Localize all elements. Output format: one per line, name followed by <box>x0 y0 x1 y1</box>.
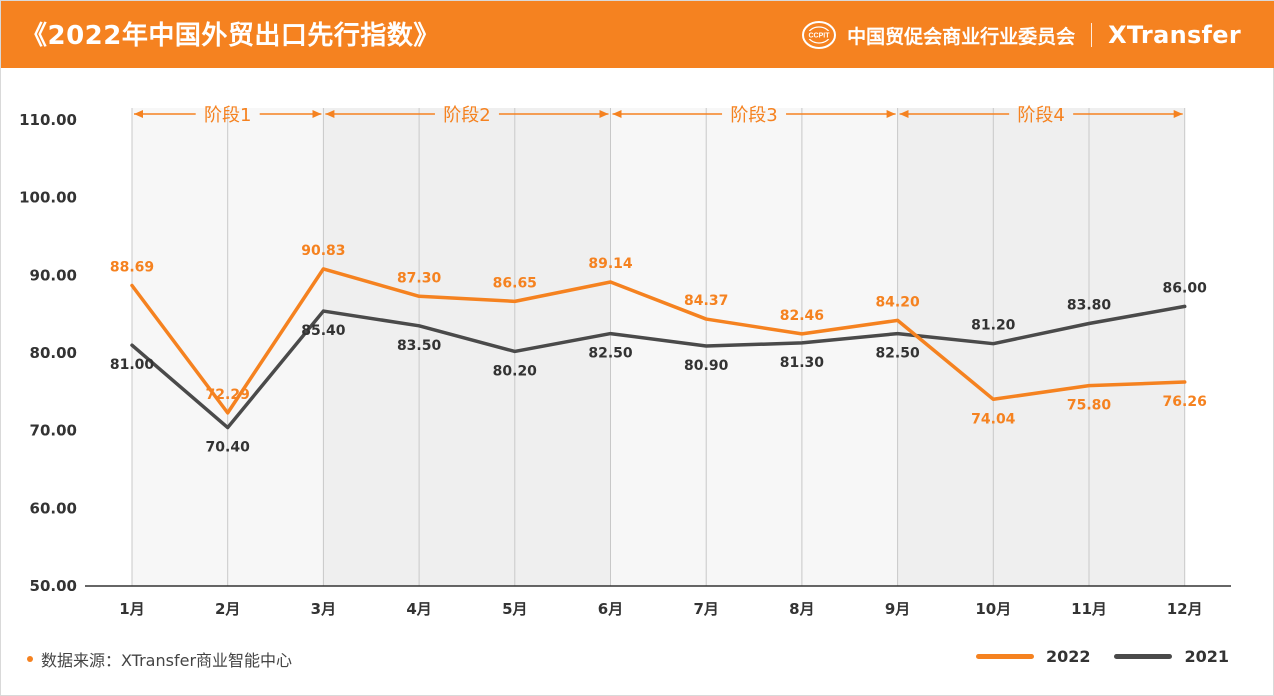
y-tick-label: 90.00 <box>30 266 77 284</box>
data-label-2022: 84.37 <box>684 293 728 309</box>
legend-label-2022: 2022 <box>1045 647 1091 666</box>
brand-divider <box>1091 23 1093 47</box>
phase-band-4 <box>897 108 1185 586</box>
data-label-2021: 81.00 <box>110 357 155 373</box>
y-tick-label: 100.00 <box>19 189 77 207</box>
page-title: 《2022年中国外贸出口先行指数》 <box>21 21 440 51</box>
data-label-2021: 70.40 <box>206 440 251 456</box>
brand-area: CCPIT 中国贸促会商业行业委员会 XTransfer <box>801 19 1241 51</box>
y-tick-label: 80.00 <box>30 344 77 362</box>
data-label-2022: 84.20 <box>875 294 920 310</box>
x-tick-label: 11月 <box>1071 600 1107 618</box>
y-tick-label: 110.00 <box>19 111 77 129</box>
chart-legend: 2022 2021 <box>975 647 1229 666</box>
legend-item-2022: 2022 <box>975 647 1091 666</box>
data-label-2022: 86.65 <box>493 275 537 291</box>
x-tick-label: 10月 <box>975 600 1011 618</box>
bullet-icon <box>27 656 33 662</box>
x-tick-label: 9月 <box>885 600 910 618</box>
x-tick-label: 12月 <box>1167 600 1203 618</box>
legend-label-2021: 2021 <box>1184 647 1229 666</box>
data-label-2021: 81.20 <box>971 318 1016 334</box>
data-label-2022: 89.14 <box>588 256 633 272</box>
series-line-2021 <box>130 304 1187 430</box>
data-label-2021: 82.50 <box>875 346 920 362</box>
x-tick-label: 6月 <box>598 600 623 618</box>
data-label-2022: 76.26 <box>1163 394 1207 410</box>
data-label-2022: 90.83 <box>301 243 345 259</box>
legend-swatch-2021 <box>1114 654 1173 659</box>
data-label-2021: 85.40 <box>301 323 346 339</box>
x-tick-label: 2月 <box>215 600 240 618</box>
xtransfer-brand: XTransfer <box>1108 21 1241 49</box>
data-label-2022: 72.29 <box>206 387 250 403</box>
data-label-2021: 82.50 <box>588 346 633 362</box>
data-label-2021: 86.00 <box>1163 280 1208 296</box>
data-label-2022: 75.80 <box>1067 398 1112 414</box>
y-tick-label: 50.00 <box>30 577 77 595</box>
phase-label-4: 阶段4 <box>1017 105 1064 126</box>
series-line-2022 <box>130 267 1187 415</box>
phase-label-3: 阶段3 <box>730 105 777 126</box>
header-bar: 《2022年中国外贸出口先行指数》 CCPIT 中国贸促会商业行业委员会 XTr… <box>1 1 1274 68</box>
x-tick-label: 3月 <box>311 600 336 618</box>
data-label-2021: 83.80 <box>1067 297 1112 313</box>
data-source: 数据来源：XTransfer商业智能中心 <box>27 647 292 671</box>
data-label-2022: 88.69 <box>110 260 154 276</box>
x-tick-label: 5月 <box>502 600 527 618</box>
legend-item-2021: 2021 <box>1114 647 1229 666</box>
ccpit-logo-icon: CCPIT <box>801 20 837 50</box>
phase-label-2: 阶段2 <box>443 105 490 126</box>
y-tick-label: 60.00 <box>30 499 77 517</box>
data-label-2021: 80.90 <box>684 358 729 374</box>
data-label-2022: 82.46 <box>780 308 824 324</box>
phase-band-2 <box>323 108 611 586</box>
line-chart: 50.00 60.00 70.00 80.00 90.00 100.00 110.00 1月 2… <box>19 105 1231 618</box>
svg-text:CCPIT: CCPIT <box>809 33 831 40</box>
data-label-2022: 87.30 <box>397 270 442 286</box>
x-tick-label: 8月 <box>789 600 814 618</box>
y-tick-label: 70.00 <box>30 422 77 440</box>
data-source-text: 数据来源：XTransfer商业智能中心 <box>41 651 293 670</box>
phase-label-1: 阶段1 <box>204 105 251 126</box>
x-tick-label: 7月 <box>693 600 718 618</box>
data-label-2022: 74.04 <box>971 411 1016 427</box>
org-name: 中国贸促会商业行业委员会 <box>847 25 1076 48</box>
x-tick-label: 4月 <box>406 600 431 618</box>
data-label-2021: 81.30 <box>780 355 825 371</box>
data-label-2021: 83.50 <box>397 338 442 354</box>
data-label-2021: 80.20 <box>493 363 538 379</box>
x-tick-label: 1月 <box>119 600 144 618</box>
legend-swatch-2022 <box>975 654 1034 659</box>
phase-band-3 <box>610 108 898 586</box>
